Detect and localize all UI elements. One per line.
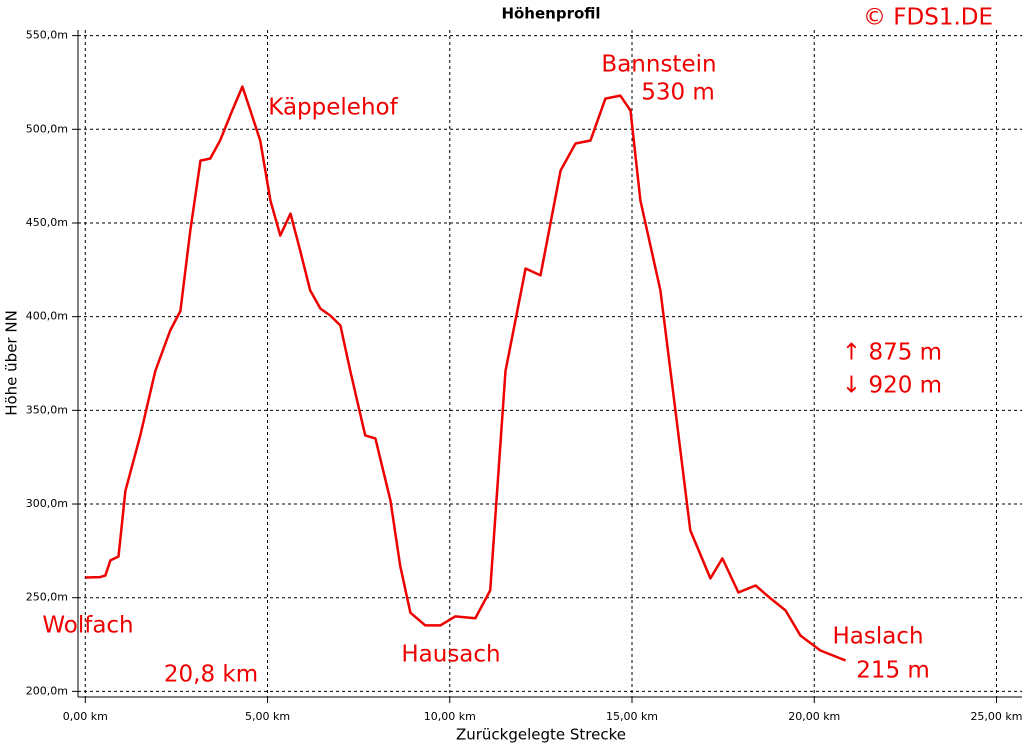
annotation: Hausach (401, 642, 500, 668)
annotation: Käppelehof (268, 95, 398, 121)
copyright: © FDS1.DE (863, 5, 993, 31)
elevation-line (85, 85, 847, 662)
annotation: 530 m (641, 80, 715, 106)
x-tick-label: 0,00 km (63, 710, 108, 723)
x-tick-label: 15,00 km (606, 710, 658, 723)
y-axis-label: Höhe über NN (3, 310, 21, 416)
y-tick-label: 200,0m (26, 684, 68, 697)
annotation: ↓ 920 m (842, 373, 942, 399)
y-tick-label: 400,0m (26, 310, 68, 323)
x-axis-label: Zurückgelegte Strecke (456, 726, 626, 744)
annotation: Haslach (832, 624, 923, 650)
y-tick-label: 500,0m (26, 122, 68, 135)
x-tick-label: 20,00 km (788, 710, 840, 723)
y-tick-label: 350,0m (26, 403, 68, 416)
y-tick-label: 250,0m (26, 591, 68, 604)
annotation: 215 m (856, 658, 930, 684)
y-tick-label: 300,0m (26, 497, 68, 510)
y-tick-label: 450,0m (26, 216, 68, 229)
x-tick-label: 5,00 km (245, 710, 290, 723)
annotation: Bannstein (601, 52, 716, 78)
annotation: 20,8 km (164, 662, 258, 688)
annotation: Wolfach (42, 613, 133, 639)
y-tick-label: 550,0m (26, 29, 68, 42)
x-tick-label: 10,00 km (424, 710, 476, 723)
annotation: ↑ 875 m (842, 340, 942, 366)
chart-title: Höhenprofil (501, 5, 600, 23)
x-tick-label: 25,00 km (970, 710, 1022, 723)
